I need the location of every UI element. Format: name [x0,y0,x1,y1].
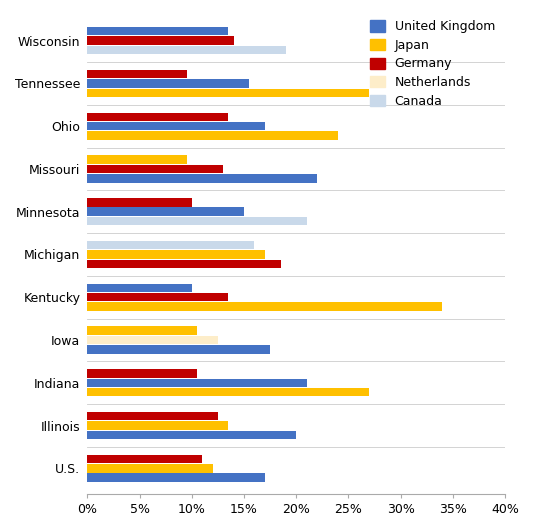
Bar [88,345,270,354]
Bar [88,165,223,173]
Legend: United Kingdom, Japan, Germany, Netherlands, Canada: United Kingdom, Japan, Germany, Netherla… [366,16,499,112]
Bar [88,412,218,421]
Bar [88,260,280,268]
Bar [88,303,442,311]
Bar [88,379,307,387]
Bar [88,46,286,54]
Bar [88,208,244,216]
Bar [88,474,265,482]
Bar [88,155,186,164]
Bar [88,388,370,397]
Bar [88,241,254,250]
Bar [88,198,192,207]
Bar [88,79,249,88]
Bar [88,70,186,78]
Bar [88,421,229,430]
Bar [88,455,202,463]
Bar [88,27,229,36]
Bar [88,284,192,292]
Bar [88,250,265,259]
Bar [88,293,229,302]
Bar [88,174,317,183]
Bar [88,37,233,45]
Bar [88,327,197,335]
Bar [88,131,338,140]
Bar [88,431,296,439]
Bar [88,369,197,378]
Bar [88,217,307,225]
Bar [88,122,265,131]
Bar [88,113,229,121]
Bar [88,464,213,473]
Bar [88,336,218,344]
Bar [88,89,370,97]
